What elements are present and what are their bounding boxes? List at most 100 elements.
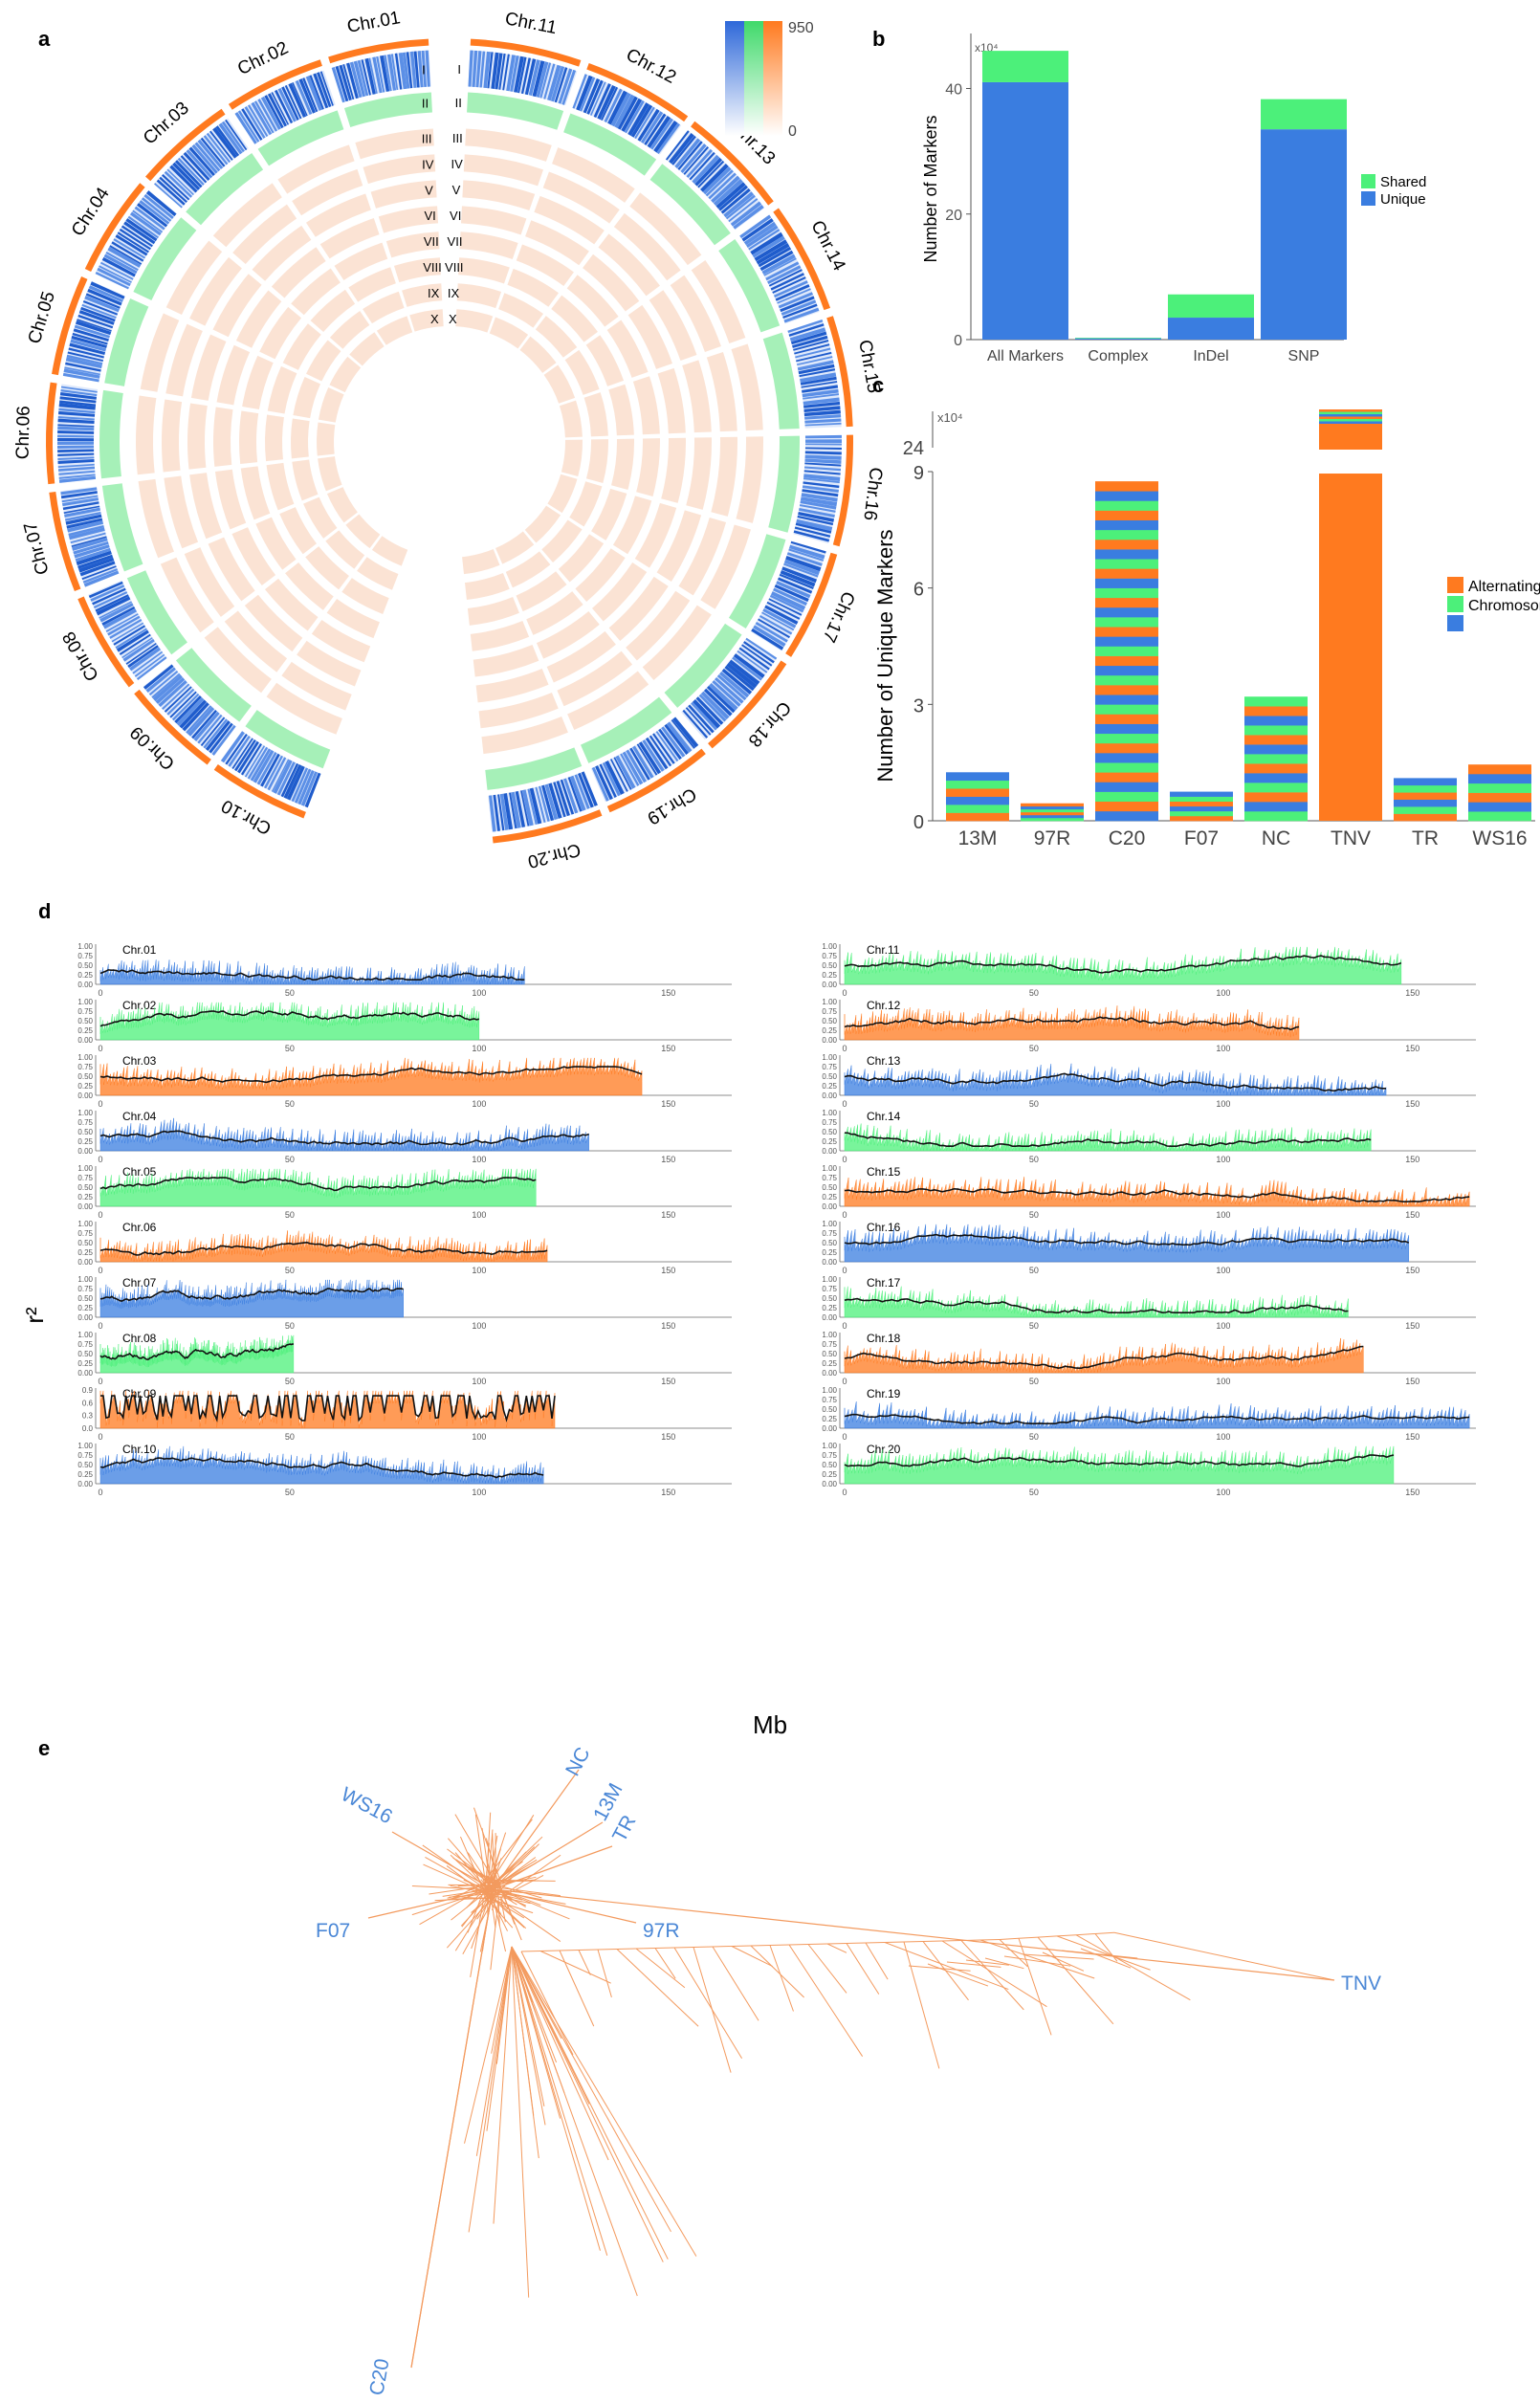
x-tick-label: 0 [842,1377,847,1386]
density-stripe [787,319,824,334]
tree-branch [1042,1951,1085,1972]
density-stripe [732,656,763,681]
x-tick-label: NC [1262,827,1290,849]
density-stripe [581,771,598,806]
density-stripe [77,554,114,569]
green-track [768,435,800,533]
x-tick-label: 100 [1216,1044,1230,1053]
ld-area [844,1337,1364,1374]
density-stripe [68,347,104,359]
density-stripe [162,683,190,710]
ld-mean-line [99,1177,537,1192]
green-track [186,153,264,226]
density-stripe [804,443,842,446]
variant-track [212,183,282,248]
density-stripe [77,319,112,332]
chr-band [45,382,57,485]
y-tick-label: 0.50 [822,1017,837,1025]
density-stripe [656,122,681,155]
density-stripe [121,637,153,659]
density-stripe [774,584,809,603]
variant-track [348,267,396,302]
density-stripe [331,67,345,103]
bar-segment [1095,685,1158,695]
density-stripe [800,372,837,383]
variant-track [495,531,535,564]
variant-track [409,309,444,332]
density-stripe [672,716,699,748]
y-tick-label: 0.25 [822,1415,837,1423]
x-tick-label: 50 [285,1210,295,1220]
density-stripe [99,261,134,280]
y-tick-label: 0.9 [82,1386,94,1395]
density-stripe [169,691,197,718]
density-stripe [783,559,821,576]
y-tick-label: 0.25 [77,971,93,980]
density-stripe [590,81,606,116]
tree-branch [712,1946,733,1948]
tree-branch [999,1939,1028,1968]
density-stripe [793,340,829,351]
variant-track [591,488,627,540]
chromosome-label: Chr.02 [122,999,157,1012]
tree-branch [1023,1953,1094,1960]
scale-bar [744,21,763,136]
chromosome-label: Chr.01 [345,8,402,37]
tree-branch [1056,1935,1151,1971]
density-stripe [677,141,703,170]
green-track [728,534,786,629]
ld-area [99,1445,544,1485]
variant-track [266,682,342,735]
variant-track [318,387,344,423]
density-stripe [109,619,143,639]
density-stripe [800,496,838,507]
x-tick-label: WS16 [1472,827,1527,849]
variant-track [634,502,677,568]
density-stripe [553,782,566,818]
density-stripe [766,601,801,620]
density-stripe [789,544,825,560]
chr-band [606,748,706,813]
x-tick-label: 0 [842,1488,847,1497]
x-tick-label: 150 [1405,1321,1419,1331]
density-stripe [488,795,496,832]
variant-track [252,225,312,281]
legend-label: Chromosomes [1468,598,1540,614]
density-stripe [105,613,139,632]
density-stripe [156,179,186,206]
x-tick-label: 100 [472,1377,486,1386]
tree-branch [1037,1935,1058,1938]
variant-track [585,335,625,386]
x-tick-label: 0 [842,1266,847,1275]
density-stripe [544,783,559,821]
tree-branch [423,1863,488,1894]
legend-swatch [1447,577,1463,593]
density-stripe [85,293,121,309]
variant-track [285,562,334,610]
density-stripe [804,451,842,455]
density-stripe [627,102,650,136]
density-stripe [75,547,111,562]
x-tick-label: 150 [1405,1210,1419,1220]
y-tick-label: 20 [945,208,962,224]
variant-track [259,306,302,360]
x-tick-label: 0 [842,988,847,998]
density-stripe [746,225,779,249]
density-stripe [771,591,806,610]
tree-branch [999,1937,1020,1940]
bar-segment [946,812,1009,822]
bar-segment [1244,725,1308,736]
variant-track [371,536,408,566]
bar-segment [1095,655,1158,667]
y-tick-label: 0.25 [77,1026,93,1035]
density-stripe [188,146,215,177]
density-stripe [194,142,221,172]
density-stripe [253,100,275,134]
density-stripe [81,565,117,581]
tree-tip-branch [391,1831,494,1890]
x-tick-label: 50 [285,1321,295,1331]
density-stripe [57,426,95,431]
bar-segment [1244,696,1308,707]
y-tick-label: 1.00 [822,1275,837,1284]
tree-branch [1018,1936,1039,1939]
